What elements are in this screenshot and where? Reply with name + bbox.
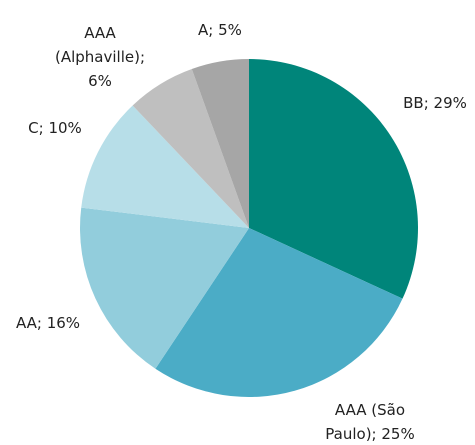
slice-label: BB; 29% bbox=[403, 94, 467, 112]
pie-slice bbox=[79, 207, 249, 369]
slice-label: C; 10% bbox=[28, 119, 82, 137]
pie-slice bbox=[191, 59, 249, 228]
pie-slice bbox=[155, 228, 403, 397]
pie-slice bbox=[132, 68, 249, 228]
slice-label: A; 5% bbox=[198, 21, 242, 39]
slice-label: AAA (São Paulo); 25% bbox=[325, 401, 415, 443]
slice-label: AA; 16% bbox=[15, 314, 81, 332]
pie-slice bbox=[81, 105, 249, 228]
slice-label: AAA (Alphaville); 6% bbox=[54, 24, 145, 90]
pie-slice bbox=[249, 59, 418, 299]
